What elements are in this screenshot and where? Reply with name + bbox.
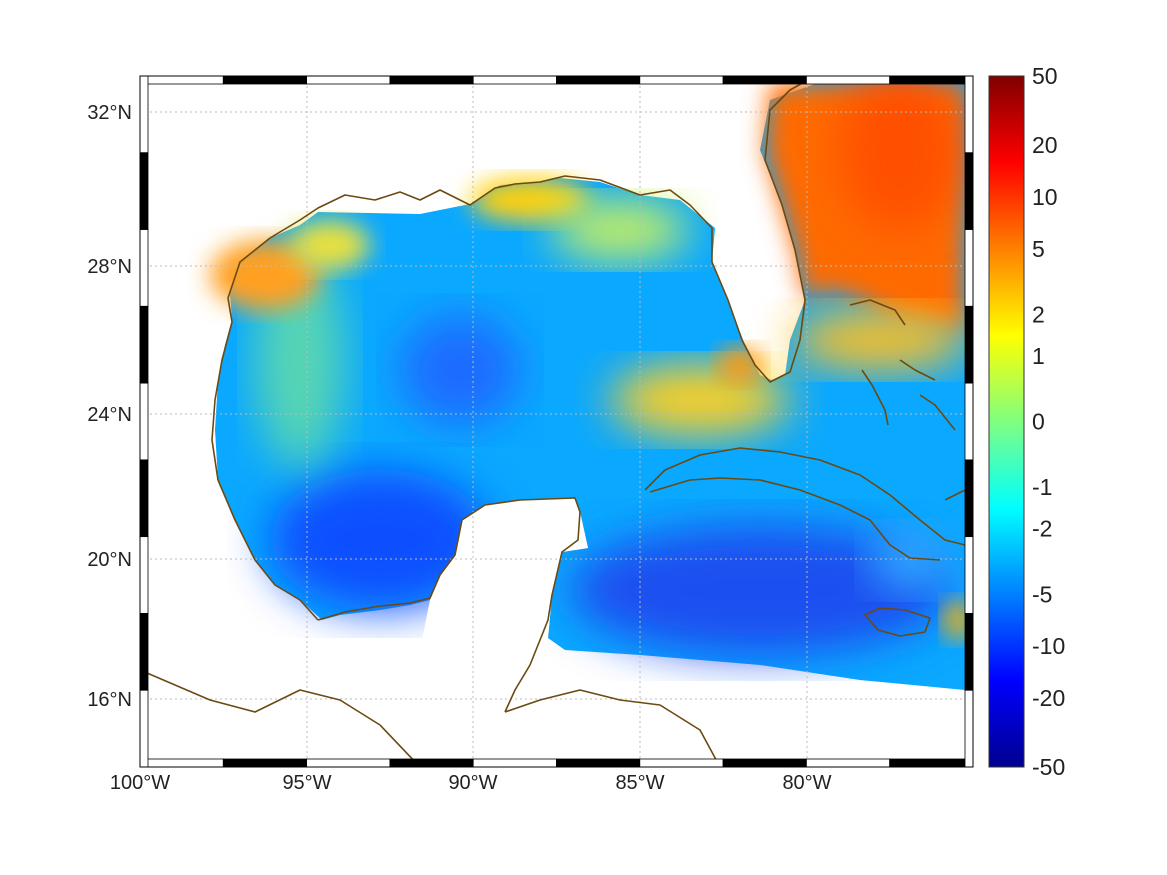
- frame-segment: [222, 758, 308, 768]
- lon-tick-label: 90°W: [448, 772, 497, 794]
- frame-segment: [964, 536, 974, 614]
- cuba-coastline: [644, 447, 966, 561]
- frame-segment: [964, 613, 974, 691]
- plot-area: [140, 76, 973, 767]
- frame-segment: [472, 758, 557, 768]
- jamaica-coastline: [864, 607, 931, 637]
- lon-tick-label: 100°W: [110, 772, 170, 794]
- lat-tick-label: 16°N: [87, 689, 132, 711]
- frame-segment: [139, 229, 149, 307]
- frame-segment: [964, 305, 974, 384]
- frame-segment: [889, 758, 974, 768]
- lon-tick-label: 85°W: [615, 772, 664, 794]
- florida-straits-high: [610, 365, 790, 435]
- frame-segment: [639, 758, 724, 768]
- colorbar-tick-label: -2: [1032, 516, 1052, 542]
- lat-tick-label: 24°N: [87, 404, 132, 426]
- frame-segment: [889, 75, 974, 85]
- bahamas-transition: [790, 310, 970, 370]
- frame-segment: [389, 75, 474, 85]
- louisiana-shelf-high: [290, 220, 370, 270]
- frame-segment: [639, 75, 724, 85]
- frame-segment: [556, 758, 641, 768]
- frame-segment: [806, 75, 891, 85]
- colorbar-tick-label: 10: [1032, 184, 1058, 210]
- lon-tick-labels: 100°W 95°W 90°W 85°W 80°W: [110, 772, 832, 794]
- frame-segment: [139, 689, 149, 768]
- frame-segment: [139, 152, 149, 230]
- frame-segment: [964, 459, 974, 538]
- lon-tick-label: 95°W: [282, 772, 331, 794]
- campeche-low: [270, 470, 490, 610]
- frame-border: [139, 75, 974, 768]
- frame-segment: [389, 758, 474, 768]
- colorbar-tick-label: 20: [1032, 132, 1058, 158]
- colorbar-tick-label: 50: [1032, 63, 1058, 89]
- frame-segment: [306, 758, 391, 768]
- gulf-coastline: [140, 76, 816, 767]
- colorbar-tick-label: -5: [1032, 581, 1052, 607]
- frame-segment: [964, 229, 974, 307]
- central-america-coast: [504, 689, 721, 767]
- map-frame: [139, 75, 974, 768]
- lat-tick-label: 28°N: [87, 256, 132, 278]
- colorbar-tick-label: -1: [1032, 474, 1052, 500]
- graticule: [140, 76, 973, 767]
- west-florida-shelf: [550, 200, 690, 260]
- frame-segment: [964, 382, 974, 461]
- lat-tick-labels: 32°N 28°N 24°N 20°N 16°N: [87, 102, 132, 711]
- colorbar-tick-label: 5: [1032, 236, 1045, 262]
- frame-segment: [139, 75, 224, 85]
- gulf-stream-core: [840, 76, 960, 230]
- yucatan-land: [422, 498, 588, 700]
- frame-segment: [139, 459, 149, 538]
- frame-segment: [472, 75, 557, 85]
- frame-segment: [139, 613, 149, 691]
- yucatan-coastline: [317, 497, 581, 713]
- frame-segment: [964, 689, 974, 768]
- colorbar-tick-label: -50: [1032, 754, 1065, 780]
- frame-segment: [139, 758, 224, 768]
- colorbar-tick-label: -20: [1032, 685, 1065, 711]
- frame-segment: [306, 75, 391, 85]
- colorbar-tick-label: 2: [1032, 301, 1045, 327]
- lon-tick-label: 80°W: [782, 772, 831, 794]
- frame-segment: [139, 536, 149, 614]
- frame-segment: [964, 75, 974, 154]
- hispaniola-coast: [944, 489, 966, 501]
- caribbean-low: [570, 525, 950, 655]
- northern-gulf-high: [470, 178, 590, 222]
- colorbar-fill: [988, 75, 1025, 768]
- lat-tick-label: 20°N: [87, 549, 132, 571]
- central-gulf-low: [400, 315, 520, 425]
- frame-segment: [139, 305, 149, 384]
- frame-segment: [722, 758, 807, 768]
- colorbar-tick-label: -10: [1032, 633, 1065, 659]
- coastlines: [140, 76, 966, 767]
- frame-segment: [806, 758, 891, 768]
- frame-segment: [556, 75, 641, 85]
- colorbar-tick-label: 1: [1032, 343, 1045, 369]
- bahamas-islands: [849, 299, 956, 431]
- frame-segment: [722, 75, 807, 85]
- lat-tick-label: 32°N: [87, 102, 132, 124]
- colorbar-tick-label: 0: [1032, 409, 1045, 435]
- frame-segment: [139, 75, 149, 154]
- ocean-color-field: [210, 76, 972, 690]
- frame-segment: [222, 75, 308, 85]
- frame-segment: [964, 152, 974, 230]
- frame-segment: [139, 382, 149, 461]
- texas-shelf-high: [210, 240, 320, 310]
